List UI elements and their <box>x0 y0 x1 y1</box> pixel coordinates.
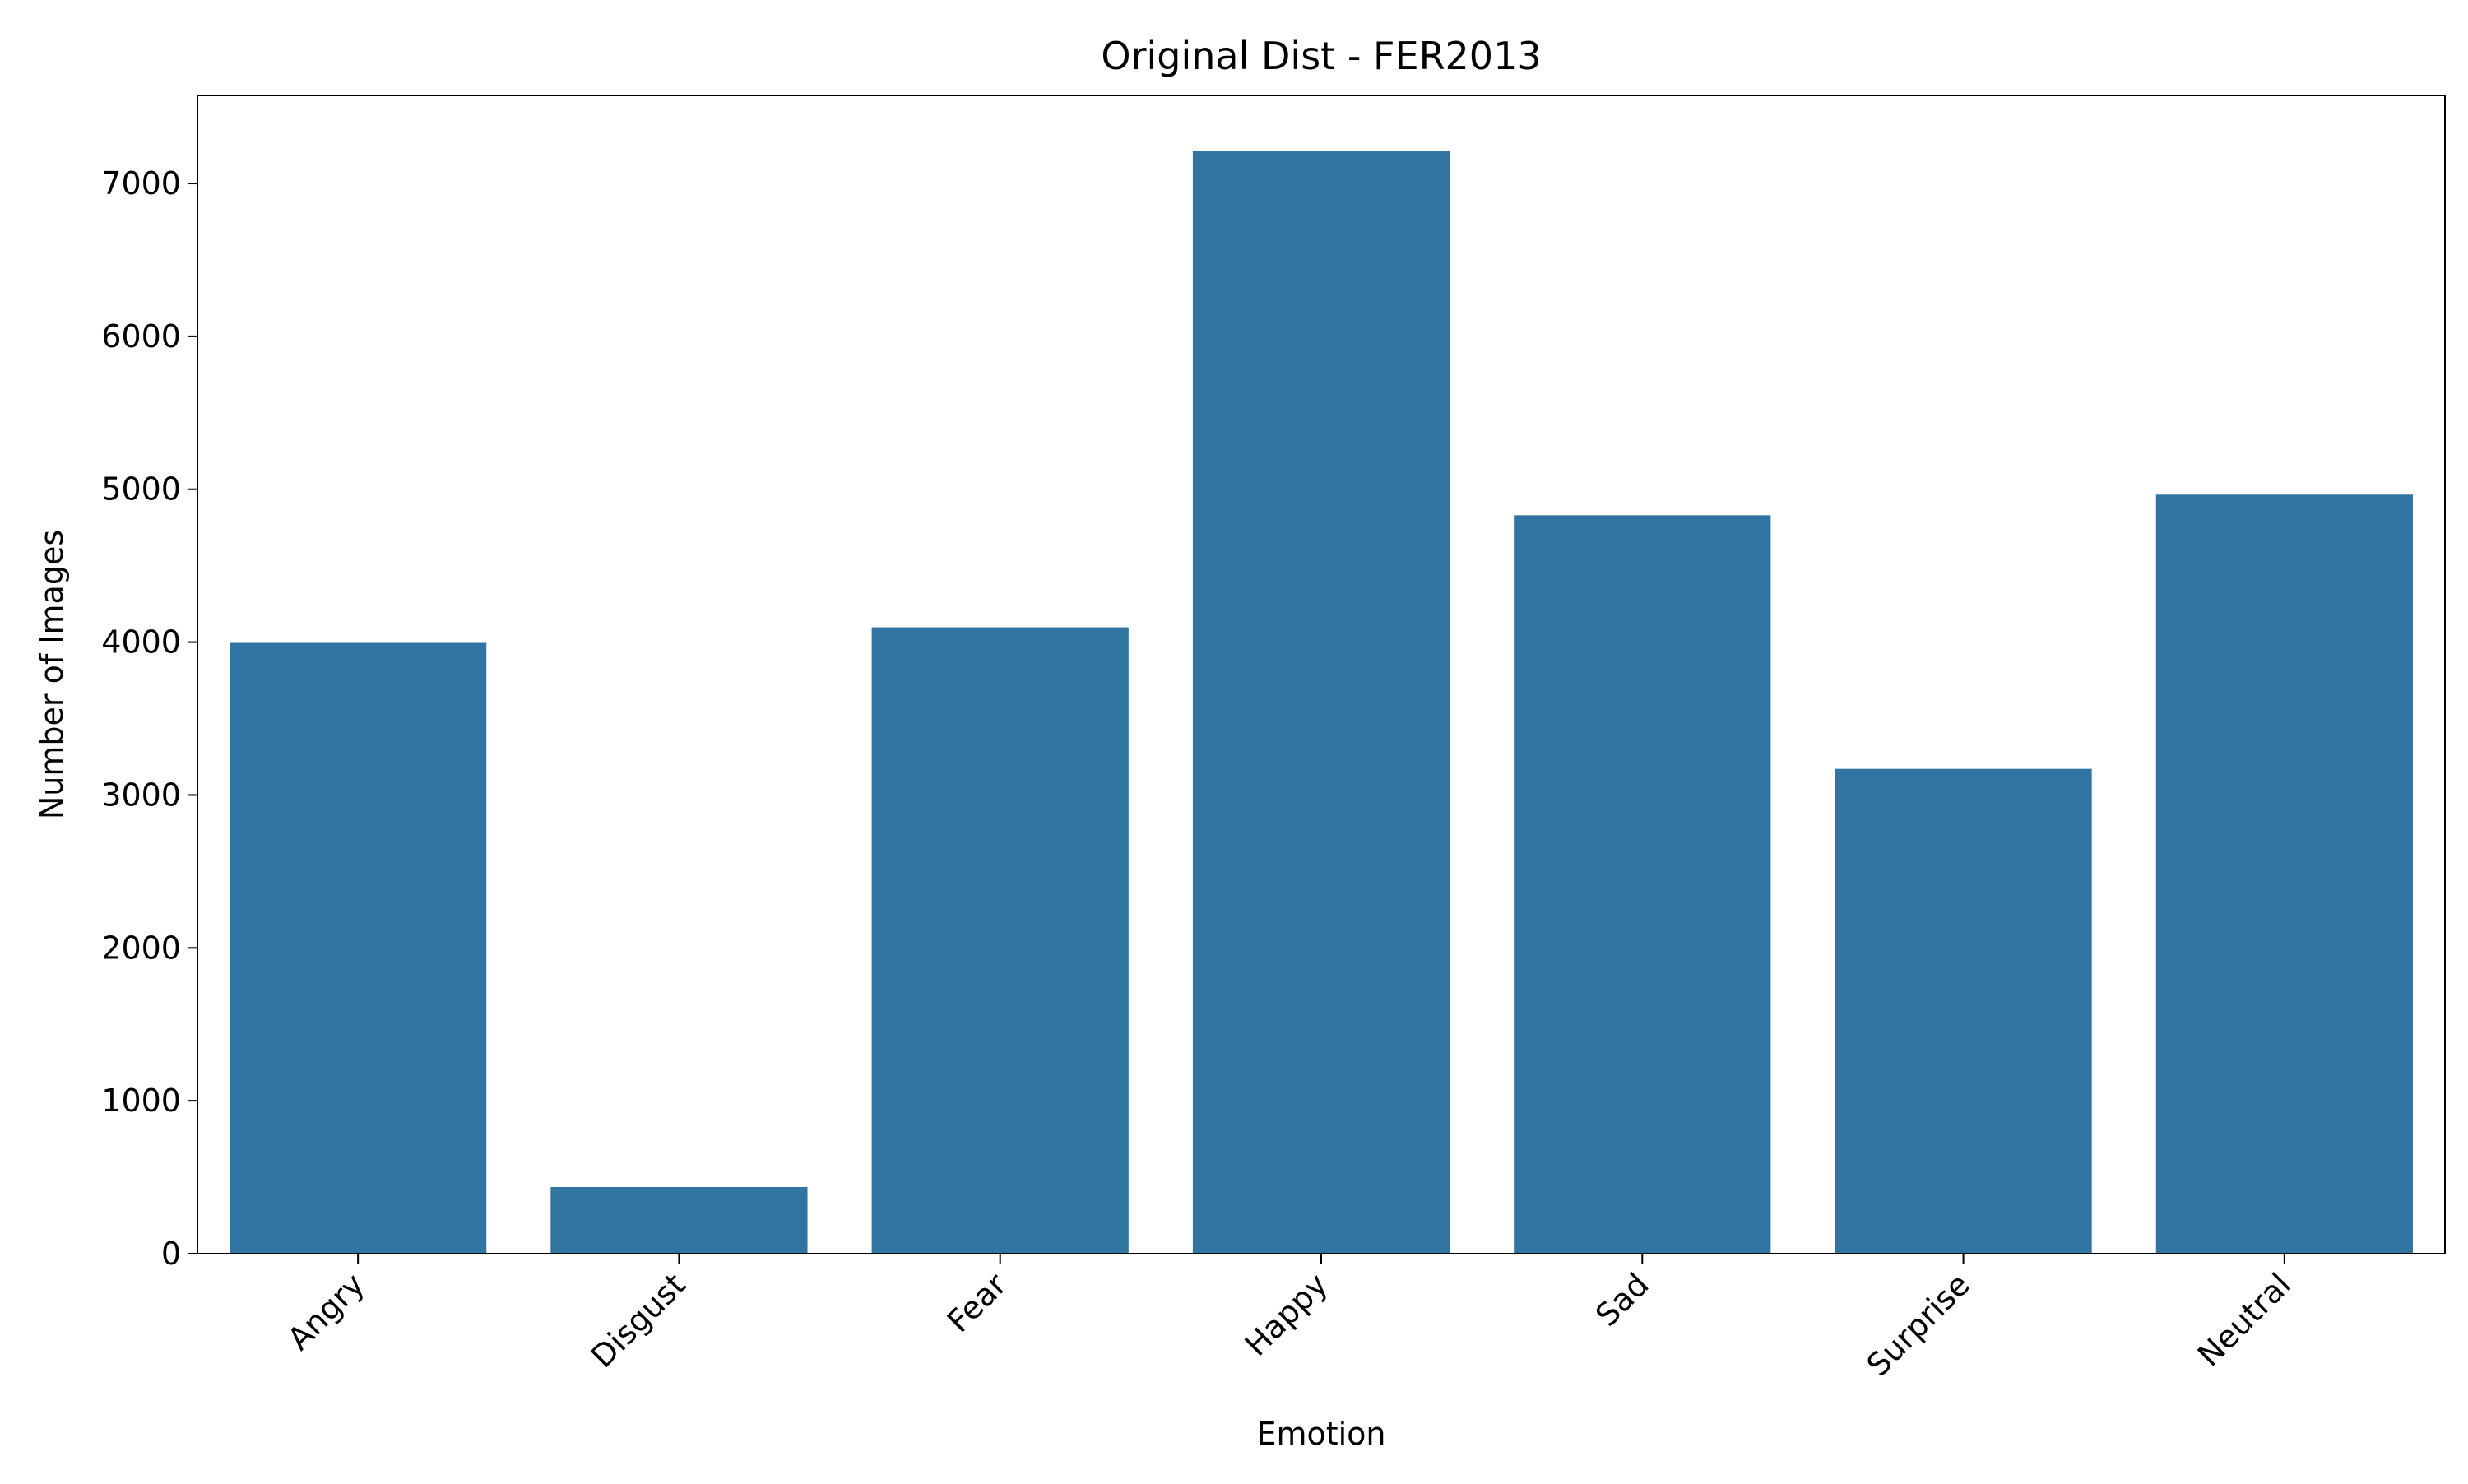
y-tick-label: 4000 <box>101 624 181 661</box>
y-ticks-group: 0 1000 2000 3000 4000 5000 6000 7000 <box>101 165 197 1272</box>
bar-angry <box>230 642 487 1254</box>
chart-title: Original Dist - FER2013 <box>1101 34 1541 78</box>
y-tick-label: 0 <box>161 1236 181 1272</box>
bar-disgust <box>550 1186 808 1254</box>
y-tick-label: 5000 <box>101 471 181 508</box>
y-axis-label: Number of Images <box>34 530 70 819</box>
y-tick-label: 2000 <box>101 930 181 966</box>
bar-happy <box>1192 151 1450 1254</box>
y-tick-label: 6000 <box>101 318 181 355</box>
x-axis-label: Emotion <box>1256 1416 1385 1452</box>
bar-sad <box>1514 515 1771 1254</box>
bar-neutral <box>2155 494 2413 1254</box>
y-tick-label: 7000 <box>101 165 181 202</box>
y-tick-label: 3000 <box>101 777 181 813</box>
plot-frame <box>197 95 2446 1254</box>
bar-fear <box>871 627 1129 1254</box>
y-tick-label: 1000 <box>101 1083 181 1119</box>
bars-group <box>230 151 2413 1254</box>
bar-surprise <box>1835 768 2092 1254</box>
